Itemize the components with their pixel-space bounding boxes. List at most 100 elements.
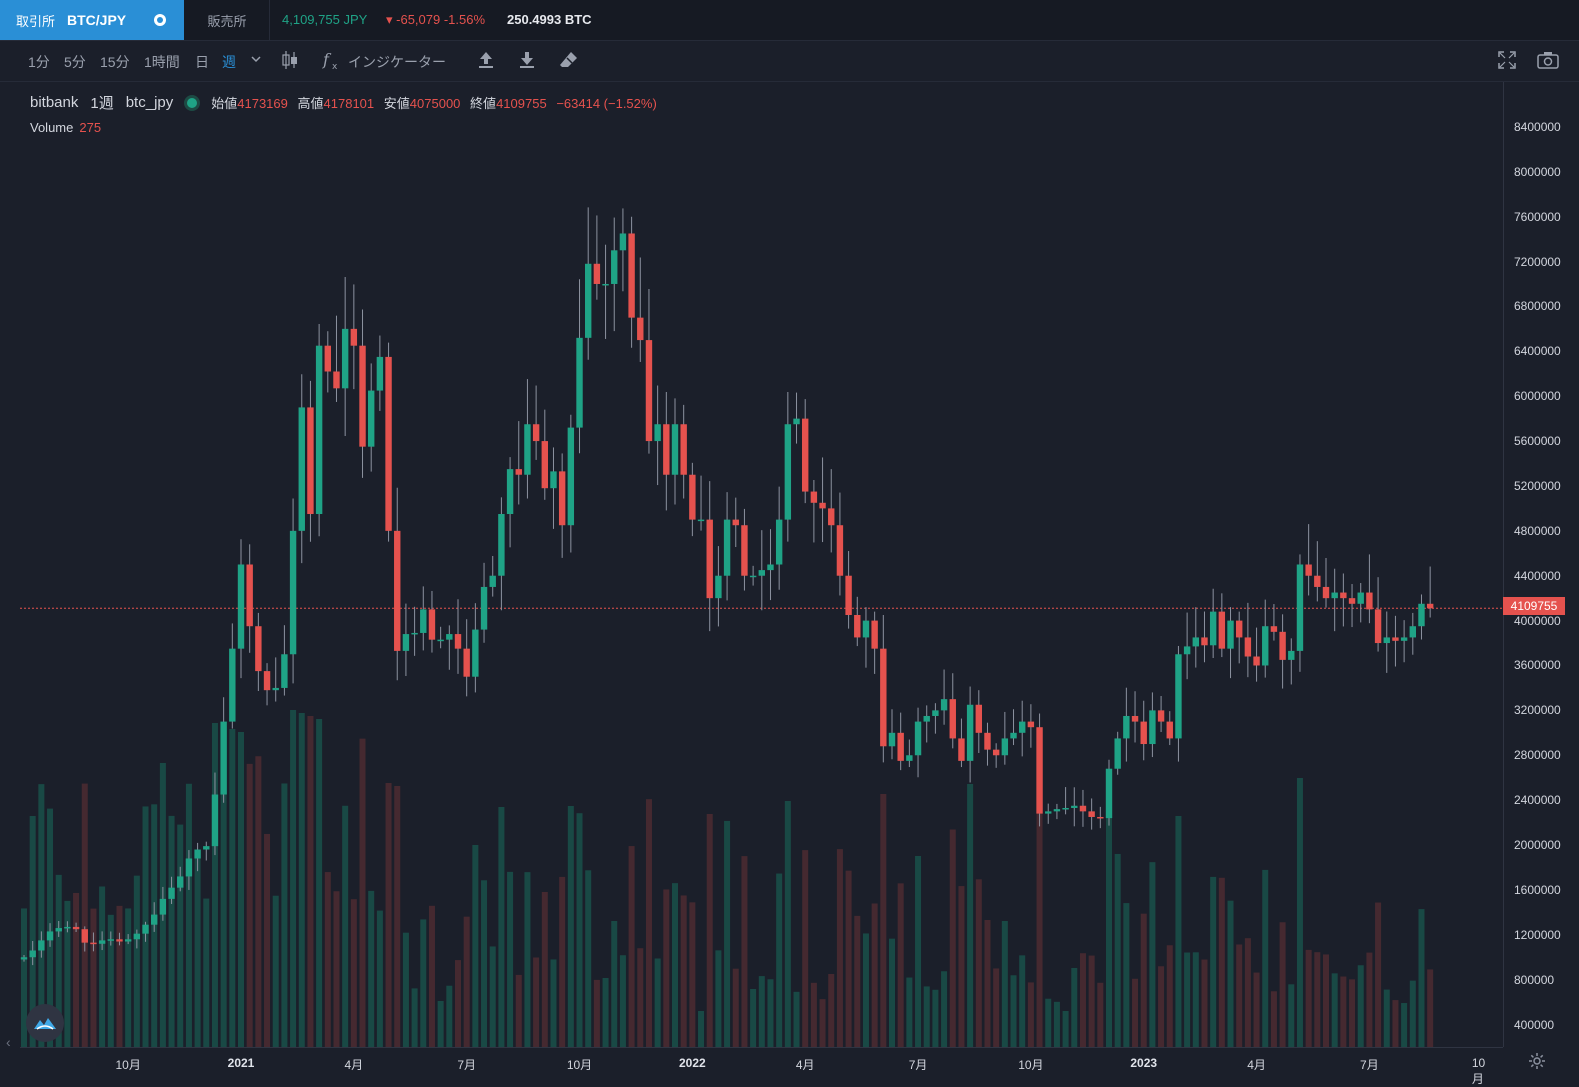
- candle-body: [1348, 598, 1356, 604]
- volume-bar: [645, 799, 652, 1047]
- volume-bar: [272, 895, 279, 1047]
- candlestick-chart[interactable]: [20, 82, 1503, 1047]
- volume-bar: [793, 991, 800, 1047]
- candle-body: [550, 471, 557, 489]
- volume-bar: [342, 805, 349, 1047]
- price-tick-label: 6800000: [1514, 299, 1561, 314]
- candle-body: [828, 508, 835, 526]
- candlestick-icon[interactable]: [280, 49, 300, 71]
- candle-body: [1209, 611, 1217, 646]
- candle-body: [498, 514, 505, 576]
- candle-body: [64, 926, 71, 929]
- candle-body: [1097, 816, 1104, 819]
- time-tick-label: 7月: [908, 1058, 928, 1072]
- volume-bar: [116, 905, 123, 1047]
- volume-bar: [559, 876, 566, 1047]
- volume-bar: [1097, 982, 1104, 1047]
- price-tick-label: 3600000: [1514, 658, 1561, 673]
- volume-bar: [481, 880, 488, 1047]
- volume-bar: [802, 850, 809, 1047]
- volume-bar: [776, 873, 783, 1047]
- price-axis[interactable]: 8400000 8000000 7600000 7200000 6800000 64000…: [1503, 82, 1579, 1047]
- volume-bar: [689, 902, 696, 1047]
- candle-body: [680, 424, 687, 475]
- time-axis[interactable]: 10月 2021 4月 7月 10月 2022 4月 7月 10月 2023 4月 7月 10月: [20, 1047, 1503, 1086]
- candle-body: [654, 424, 661, 442]
- candle-body: [385, 356, 392, 531]
- candle-body: [793, 418, 800, 425]
- volume-bar: [264, 833, 271, 1047]
- candle-body: [1079, 805, 1087, 812]
- candle-body: [723, 519, 731, 576]
- volume-bar: [394, 786, 401, 1047]
- time-tick-label: 2021: [227, 1056, 255, 1070]
- volume-bar: [90, 908, 97, 1047]
- volume-bar: [498, 807, 505, 1047]
- time-tick-label: 4月: [344, 1058, 364, 1072]
- fullscreen-icon[interactable]: [1496, 49, 1518, 71]
- chevron-down-icon[interactable]: [250, 53, 262, 65]
- candle-body: [255, 626, 262, 672]
- volume-bar: [1010, 975, 1017, 1047]
- price-tick-label: 4000000: [1514, 613, 1561, 628]
- candle-body: [1426, 603, 1434, 609]
- volume-bar: [732, 968, 739, 1047]
- timeframe-day[interactable]: 日: [195, 54, 209, 70]
- volume-bar: [1192, 952, 1199, 1047]
- volume-bar: [654, 958, 661, 1047]
- candle-body: [949, 699, 956, 739]
- candle-body: [1218, 611, 1226, 649]
- candle-body: [1045, 811, 1052, 814]
- volume-bar: [463, 916, 470, 1047]
- tab-sales[interactable]: 販売所: [185, 0, 270, 40]
- timeframe-5min[interactable]: 5分: [64, 54, 86, 70]
- candle-body: [819, 502, 826, 509]
- volume-bar: [1236, 944, 1243, 1047]
- volume-bar: [1071, 967, 1078, 1047]
- volume-bar: [1158, 966, 1165, 1047]
- eraser-icon[interactable]: [558, 49, 580, 71]
- candle-body: [1201, 637, 1208, 646]
- legend-exchange: bitbank: [30, 94, 79, 111]
- volume-bar: [446, 985, 453, 1047]
- candle-body: [1253, 656, 1260, 666]
- volume-bar: [541, 892, 548, 1047]
- volume-bar: [1132, 978, 1139, 1047]
- timeframe-week[interactable]: 週: [222, 54, 236, 70]
- volume-bar: [663, 889, 670, 1047]
- timeframe-1min[interactable]: 1分: [28, 54, 50, 70]
- volume-bar: [784, 801, 791, 1047]
- volume-bar: [350, 899, 357, 1047]
- volume-bar: [1392, 1000, 1399, 1047]
- settings-icon[interactable]: [1528, 1052, 1546, 1075]
- volume-bar: [455, 960, 461, 1047]
- upload-icon[interactable]: [476, 49, 496, 71]
- price-tick-label: 4800000: [1514, 523, 1561, 538]
- pair-selector-icon[interactable]: [154, 14, 166, 26]
- last-price: 4,109,755 JPY: [282, 12, 368, 27]
- candle-body: [940, 699, 948, 711]
- indicator-label[interactable]: インジケーター: [348, 54, 446, 70]
- tab-exchange[interactable]: 取引所 BTC/JPY: [0, 0, 184, 40]
- candle-body: [1010, 732, 1017, 739]
- candle-body: [628, 233, 635, 318]
- camera-icon[interactable]: [1536, 49, 1560, 71]
- scroll-left-icon[interactable]: ‹: [6, 1034, 11, 1050]
- candle-body: [741, 525, 748, 576]
- volume-bar: [619, 955, 626, 1047]
- svg-text:f: f: [322, 50, 332, 69]
- timeframe-1hour[interactable]: 1時間: [144, 54, 180, 70]
- candle-body: [1270, 626, 1278, 632]
- volume-bar: [1427, 969, 1434, 1047]
- candle-body: [619, 233, 627, 251]
- volume-bar: [828, 974, 835, 1047]
- volume-bar: [576, 813, 583, 1047]
- volume-bar: [1053, 1001, 1060, 1047]
- volume-bar: [281, 783, 288, 1047]
- volume-label: Volume: [30, 120, 74, 135]
- download-icon[interactable]: [517, 49, 537, 71]
- volume-bar: [29, 816, 36, 1047]
- timeframe-15min[interactable]: 15分: [100, 54, 130, 70]
- candle-body: [420, 609, 427, 633]
